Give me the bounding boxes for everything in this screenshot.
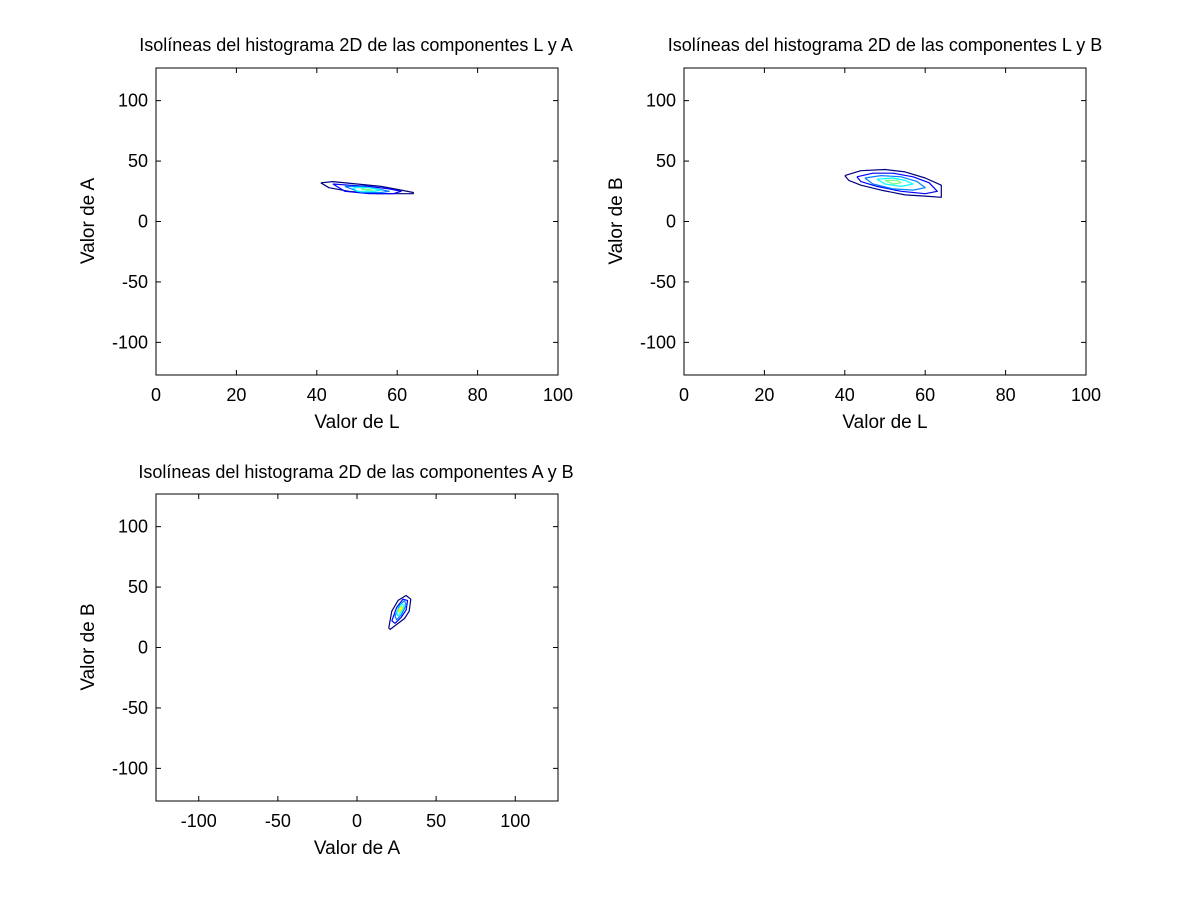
x-tick-label: 0 (151, 385, 161, 405)
contour-line (344, 185, 390, 194)
y-tick-label: 100 (118, 517, 148, 537)
x-axis-label: Valor de L (842, 412, 927, 433)
y-tick-label: -50 (122, 272, 148, 292)
contour-line (360, 188, 374, 191)
plot-area (683, 67, 1087, 376)
contour-line (352, 187, 382, 192)
y-tick-label: -50 (650, 272, 676, 292)
x-tick-label: 40 (835, 385, 855, 405)
contour-line (391, 598, 409, 624)
y-axis-label: Valor de B (606, 177, 627, 264)
contour-line (332, 183, 402, 195)
y-axis-label: Valor de B (78, 603, 99, 690)
x-tick-label: 100 (543, 385, 573, 405)
contour-line (388, 594, 412, 631)
y-tick-label: 0 (666, 212, 676, 232)
x-tick-label: 60 (387, 385, 407, 405)
y-tick-label: -100 (112, 332, 148, 352)
y-tick-label: -100 (112, 758, 148, 778)
axis-ticks: 0 20 40 60 80 100 100 50 0 -50 -100 (112, 68, 573, 405)
x-tick-label: 80 (468, 385, 488, 405)
x-tick-label: 0 (352, 811, 362, 831)
y-tick-label: 50 (656, 151, 676, 171)
y-tick-label: 100 (118, 91, 148, 111)
contour-line (876, 177, 914, 187)
contour-lines (320, 181, 414, 195)
contour-line (320, 181, 414, 195)
y-tick-label: 0 (138, 212, 148, 232)
plot-area (155, 67, 559, 376)
y-tick-label: 50 (128, 577, 148, 597)
x-axis-label: Valor de A (314, 838, 401, 859)
axis-ticks: 0 20 40 60 80 100 100 50 0 -50 -100 (640, 68, 1101, 405)
contour-line (884, 179, 902, 185)
plot-l-vs-b: Isolíneas del histograma 2D de las compo… (606, 35, 1102, 433)
x-tick-label: -100 (181, 811, 217, 831)
x-tick-label: 100 (500, 811, 530, 831)
y-tick-label: -100 (640, 332, 676, 352)
contour-line (844, 168, 942, 198)
contour-lines (388, 594, 412, 631)
x-axis-label: Valor de L (314, 412, 399, 433)
axis-ticks: -100 -50 0 50 100 100 50 0 -50 -100 (112, 494, 558, 831)
y-tick-label: -50 (122, 698, 148, 718)
contour-lines (844, 168, 942, 198)
x-tick-label: 100 (1071, 385, 1101, 405)
chart-title: Isolíneas del histograma 2D de las compo… (139, 35, 573, 55)
y-axis-label: Valor de A (78, 178, 99, 265)
contour-line (864, 175, 926, 191)
plot-l-vs-a: Isolíneas del histograma 2D de las compo… (78, 35, 573, 433)
x-tick-label: 80 (996, 385, 1016, 405)
plot-area (155, 493, 559, 802)
y-tick-label: 0 (138, 638, 148, 658)
contour-line (396, 603, 406, 617)
chart-title: Isolíneas del histograma 2D de las compo… (138, 462, 573, 482)
x-tick-label: 40 (307, 385, 327, 405)
x-tick-label: 20 (226, 385, 246, 405)
contour-line (856, 172, 938, 195)
x-tick-label: 60 (915, 385, 935, 405)
y-tick-label: 50 (128, 151, 148, 171)
contour-line (394, 599, 407, 621)
x-tick-label: -50 (265, 811, 291, 831)
chart-title: Isolíneas del histograma 2D de las compo… (668, 35, 1103, 55)
x-tick-label: 0 (679, 385, 689, 405)
x-tick-label: 50 (426, 811, 446, 831)
x-tick-label: 20 (754, 385, 774, 405)
plot-a-vs-b: Isolíneas del histograma 2D de las compo… (78, 462, 574, 859)
y-tick-label: 100 (646, 91, 676, 111)
contour-line (398, 606, 403, 612)
